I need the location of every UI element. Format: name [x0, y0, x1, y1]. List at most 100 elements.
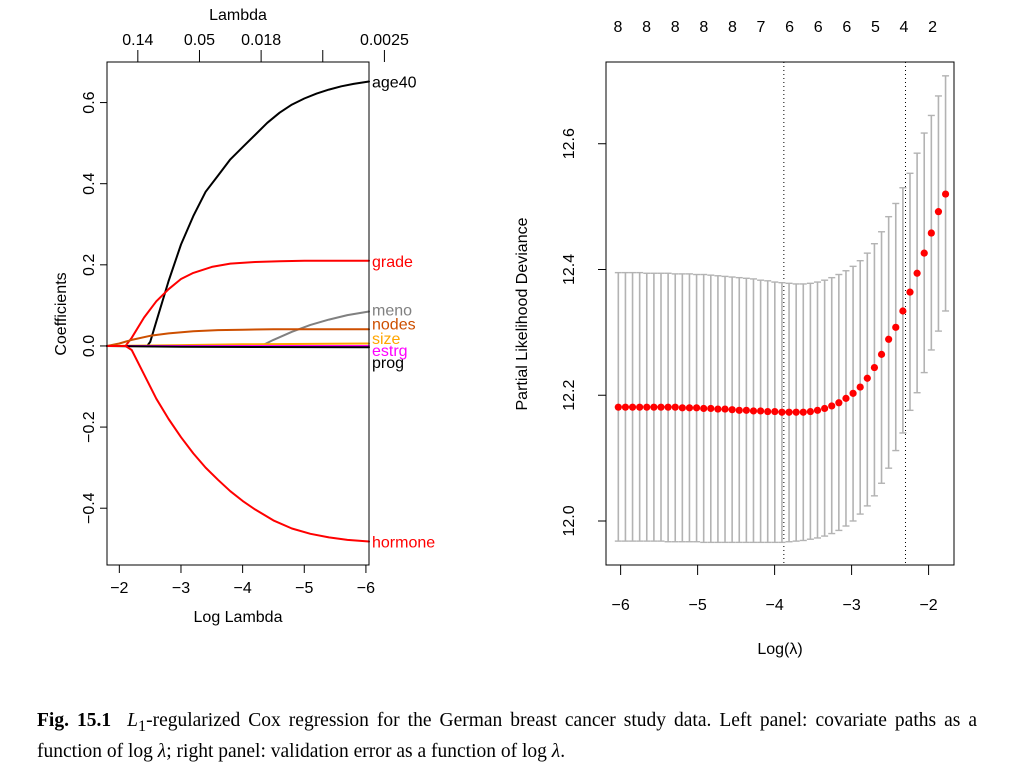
caption-text-1: -regularized Cox regression for the Germ…: [37, 710, 977, 762]
line-label-hormone: hormone: [372, 534, 435, 551]
caption-label: Fig. 15.1: [37, 710, 112, 731]
cv-point: [842, 394, 850, 402]
cv-point: [621, 403, 630, 411]
y-tick-label: 0.0: [81, 335, 98, 357]
top-tick-label: 0.018: [241, 32, 281, 49]
left-top-axis-title: Lambda: [209, 7, 267, 24]
y-tick-label: 0.2: [81, 254, 98, 276]
nonzero-count-label: 6: [842, 19, 851, 36]
nonzero-count-label: 6: [785, 19, 794, 36]
figure-caption: Fig. 15.1 L1-regularized Cox regression …: [37, 708, 977, 764]
line-label-estrg: estrg: [372, 343, 408, 360]
coefficient-paths: [106, 80, 370, 543]
caption-math-L: L: [127, 710, 138, 731]
nonzero-count-label: 8: [614, 19, 623, 36]
cv-point: [892, 323, 900, 331]
x-tick-label: −2: [919, 597, 937, 614]
right-panel: 12.0 12.2 12.4 12.6 −6 −5 −4 −3 −2 8 8 8 8 8 7 6 6 6 5 4 2…: [514, 19, 955, 658]
nonzero-count-label: 8: [699, 19, 708, 36]
right-x-axis: −6 −5 −4 −3 −2: [612, 565, 938, 614]
cv-point: [870, 363, 879, 372]
path-grade: [106, 259, 370, 347]
cv-point: [707, 404, 715, 413]
cv-point: [835, 399, 843, 407]
right-y-axis: 12.0 12.2 12.4 12.6: [561, 128, 606, 537]
caption-text-2: ; right panel: validation error as a fun…: [166, 740, 552, 762]
line-label-size: size: [372, 331, 401, 348]
cv-point: [806, 407, 814, 416]
x-tick-label: −4: [233, 580, 251, 597]
cv-point: [877, 350, 886, 358]
cv-point: [764, 407, 772, 416]
cv-point: [934, 208, 943, 216]
figure: −0.4 −0.2 0.0 0.2 0.4 0.6 −2 −3 −4 −5 −6 0.14 0.05…: [53, 7, 955, 658]
cv-point: [771, 407, 779, 416]
line-label-nodes: nodes: [372, 317, 416, 334]
cv-point: [863, 374, 871, 382]
cv-point: [643, 403, 651, 411]
cv-point: [799, 408, 807, 416]
cv-point: [636, 403, 644, 411]
cv-point: [828, 402, 836, 410]
cv-points: [614, 190, 950, 416]
y-tick-label: 0.4: [81, 172, 98, 194]
cv-point: [735, 406, 743, 414]
cv-point: [785, 408, 793, 416]
left-plot-frame: [106, 61, 370, 566]
cv-point: [778, 408, 786, 416]
nonzero-count-label: 4: [900, 19, 909, 36]
line-label-age40: age40: [372, 74, 417, 91]
line-label-grade: grade: [372, 254, 413, 271]
cv-point: [756, 407, 765, 415]
caption-lambda-1: λ: [157, 740, 167, 762]
top-tick-label: 0.05: [184, 32, 215, 49]
top-tick-label: 0.0025: [360, 32, 409, 49]
nonzero-count-label: 8: [671, 19, 680, 36]
error-bars: [614, 75, 950, 544]
cv-point: [671, 403, 679, 411]
cv-point: [742, 406, 750, 414]
x-tick-label: −5: [688, 597, 706, 614]
cv-point: [657, 403, 665, 411]
left-x-axis-title: Log Lambda: [194, 609, 283, 626]
cv-point: [906, 288, 914, 296]
x-tick-label: −5: [295, 580, 313, 597]
x-tick-label: −2: [110, 580, 128, 597]
cv-point: [899, 307, 907, 315]
cv-point: [821, 404, 829, 413]
nonzero-count-label: 5: [871, 19, 880, 36]
reference-lines: [783, 62, 906, 565]
path-prog: [106, 345, 370, 349]
cv-point: [678, 404, 686, 412]
nonzero-count-label: 6: [814, 19, 823, 36]
cv-point: [692, 404, 701, 412]
cv-point: [885, 335, 893, 343]
cv-point: [628, 403, 637, 411]
nonzero-count-label: 8: [642, 19, 651, 36]
path-age40: [106, 80, 370, 347]
cv-point: [913, 269, 921, 277]
right-y-axis-title: Partial Likelihood Deviance: [514, 217, 531, 410]
path-nodes: [106, 328, 370, 347]
cv-point: [849, 389, 857, 397]
cv-point: [792, 408, 800, 416]
cv-point: [614, 403, 622, 411]
y-tick-label: −0.2: [81, 411, 98, 443]
right-top-counts: 8 8 8 8 8 7 6 6 6 5 4 2: [614, 19, 938, 36]
y-tick-label: 0.6: [81, 91, 98, 113]
left-x-axis: −2 −3 −4 −5 −6: [110, 565, 375, 597]
right-plot-frame: [605, 61, 955, 566]
right-x-axis-title: Log(λ): [757, 641, 802, 658]
y-tick-label: 12.4: [561, 254, 578, 285]
y-tick-label: 12.6: [561, 128, 578, 159]
cv-point: [714, 405, 722, 413]
left-y-axis-title: Coefficients: [53, 272, 70, 355]
cv-point: [664, 403, 672, 411]
nonzero-count-label: 2: [928, 19, 937, 36]
x-tick-label: −6: [357, 580, 375, 597]
left-top-axis: 0.14 0.05 0.018 0.0025: [122, 32, 409, 62]
y-tick-label: 12.2: [561, 380, 578, 411]
cv-point: [700, 404, 708, 413]
caption-math-sub: 1: [137, 716, 147, 735]
